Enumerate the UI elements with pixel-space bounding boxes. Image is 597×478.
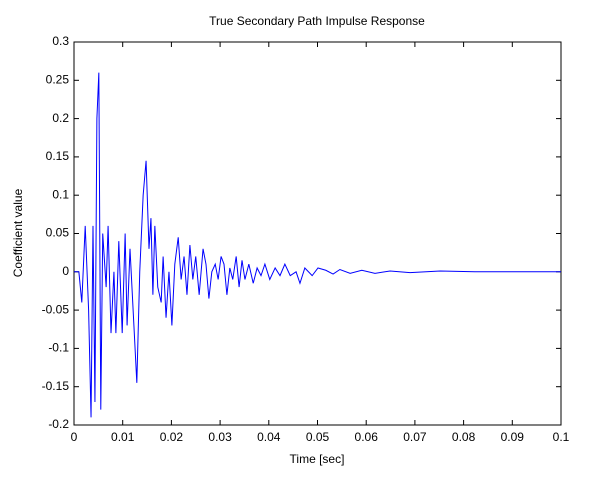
y-tick-label: 0.2 <box>52 111 69 125</box>
x-tick-label: 0.06 <box>355 430 379 444</box>
line-series <box>74 72 561 418</box>
y-tick-label: -0.15 <box>42 379 70 393</box>
y-tick-label: 0.1 <box>52 187 69 201</box>
plot-area <box>73 41 562 426</box>
y-tick-label: -0.05 <box>42 302 70 316</box>
y-tick-label: -0.2 <box>48 417 69 431</box>
x-tick-label: 0.01 <box>111 430 135 444</box>
y-tick-label: 0.15 <box>46 149 70 163</box>
y-tick-label: 0.05 <box>46 226 70 240</box>
x-tick-label: 0.03 <box>208 430 232 444</box>
y-tick-label: -0.1 <box>48 341 69 355</box>
chart-title: True Secondary Path Impulse Response <box>209 14 425 28</box>
y-tick-label: 0.25 <box>46 72 70 86</box>
x-tick-label: 0.05 <box>306 430 330 444</box>
x-axis-label: Time [sec] <box>290 452 345 466</box>
x-tick-label: 0.07 <box>403 430 427 444</box>
x-tick-label: 0.09 <box>501 430 525 444</box>
x-tick-label: 0.08 <box>452 430 476 444</box>
y-tick-label: 0 <box>62 264 69 278</box>
x-tick-label: 0 <box>71 430 78 444</box>
x-tick-label: 0.02 <box>160 430 184 444</box>
x-tick-label: 0.04 <box>257 430 281 444</box>
y-tick-label: 0.3 <box>52 34 69 48</box>
x-tick-label: 0.1 <box>553 430 570 444</box>
y-axis-label: Coefficient value <box>11 188 25 277</box>
